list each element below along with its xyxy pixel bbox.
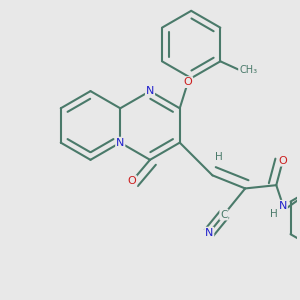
Text: C: C [220, 210, 228, 220]
Text: O: O [128, 176, 136, 186]
Text: N: N [279, 201, 287, 211]
Text: H: H [215, 152, 223, 162]
Text: O: O [184, 77, 192, 87]
Text: N: N [116, 138, 124, 148]
Text: H: H [270, 208, 278, 219]
Text: N: N [146, 86, 154, 96]
Text: O: O [278, 156, 287, 166]
Text: CH₃: CH₃ [239, 64, 257, 74]
Text: N: N [205, 228, 213, 238]
